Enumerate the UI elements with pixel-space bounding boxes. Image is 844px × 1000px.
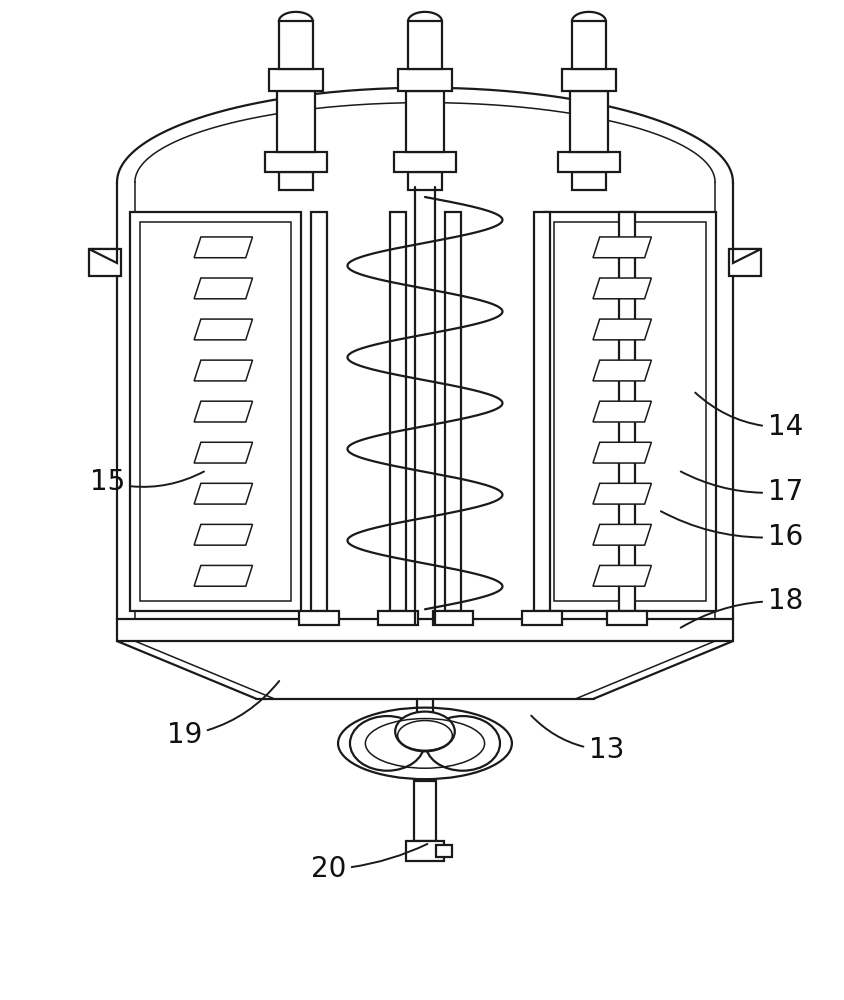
Bar (433, 611, 473, 625)
Polygon shape (593, 524, 652, 545)
Polygon shape (194, 278, 252, 299)
Polygon shape (194, 524, 252, 545)
Polygon shape (593, 401, 652, 422)
Bar (140, 222, 291, 601)
Polygon shape (733, 249, 760, 263)
Bar (299, 611, 338, 625)
Bar (117, 619, 733, 641)
Bar (561, 69, 616, 91)
Polygon shape (194, 565, 252, 586)
Bar (390, 212, 406, 611)
Polygon shape (194, 483, 252, 504)
Bar (607, 611, 647, 625)
Bar (436, 845, 452, 857)
Polygon shape (593, 319, 652, 340)
Bar (265, 152, 327, 172)
Bar (279, 172, 313, 190)
Ellipse shape (425, 716, 500, 771)
Bar (729, 249, 760, 276)
Bar (279, 21, 313, 69)
Bar (414, 781, 436, 841)
Bar (406, 91, 444, 152)
Text: 18: 18 (680, 587, 803, 628)
Bar (619, 212, 635, 611)
Polygon shape (194, 442, 252, 463)
Bar (130, 212, 300, 611)
Text: 19: 19 (167, 681, 279, 749)
Polygon shape (194, 360, 252, 381)
Bar (408, 21, 442, 69)
Text: 16: 16 (661, 511, 803, 551)
Bar (570, 91, 608, 152)
Bar (408, 172, 442, 190)
Bar (544, 212, 716, 611)
Text: 13: 13 (531, 716, 625, 764)
Polygon shape (593, 360, 652, 381)
Polygon shape (593, 278, 652, 299)
Bar (572, 172, 606, 190)
Bar (522, 611, 562, 625)
Polygon shape (593, 442, 652, 463)
Text: 20: 20 (311, 844, 427, 883)
Polygon shape (593, 483, 652, 504)
Bar (268, 69, 323, 91)
Bar (398, 69, 452, 91)
Bar (555, 222, 706, 601)
Polygon shape (194, 319, 252, 340)
Bar (445, 212, 461, 611)
Bar (406, 841, 444, 861)
Bar (277, 91, 315, 152)
Bar (394, 152, 456, 172)
Ellipse shape (350, 716, 425, 771)
Bar (311, 212, 327, 611)
Bar (558, 152, 619, 172)
Text: 17: 17 (681, 471, 803, 506)
Text: 15: 15 (90, 468, 204, 496)
Polygon shape (593, 237, 652, 258)
Bar (378, 611, 418, 625)
Bar (534, 212, 550, 611)
Polygon shape (194, 401, 252, 422)
Polygon shape (194, 237, 252, 258)
Text: 14: 14 (695, 393, 803, 441)
Bar (89, 249, 121, 276)
Polygon shape (593, 565, 652, 586)
Ellipse shape (395, 712, 455, 751)
Polygon shape (89, 249, 117, 263)
Bar (572, 21, 606, 69)
